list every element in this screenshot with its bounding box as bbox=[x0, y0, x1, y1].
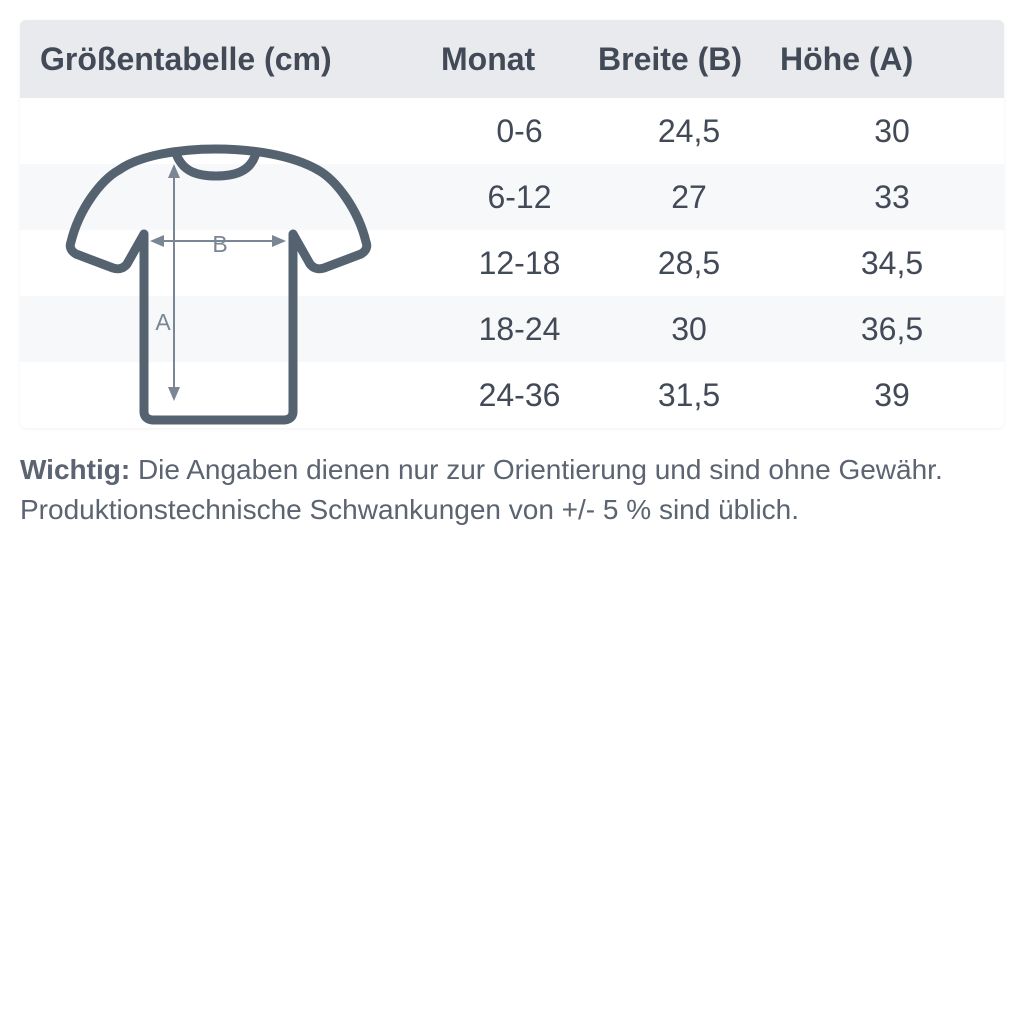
svg-text:B: B bbox=[212, 231, 227, 257]
svg-text:A: A bbox=[155, 309, 171, 335]
